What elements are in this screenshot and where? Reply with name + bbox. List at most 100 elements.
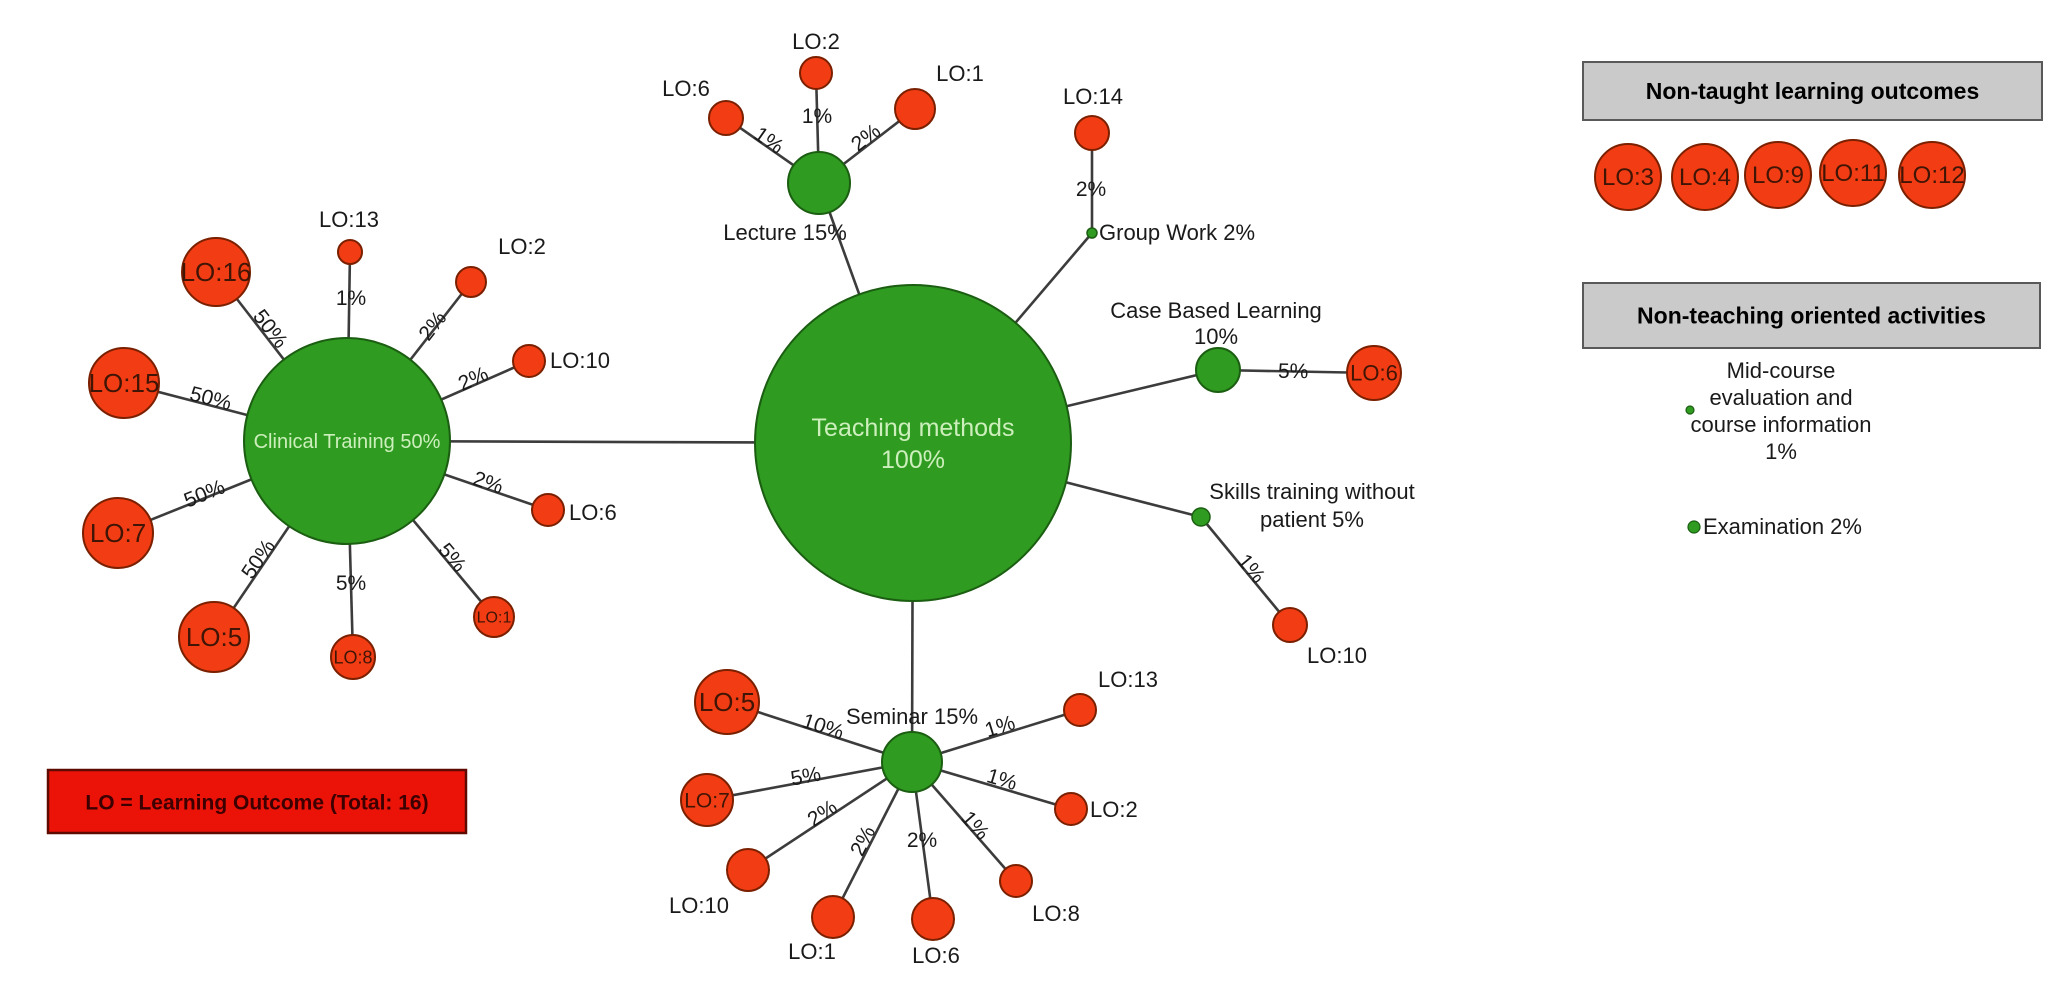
node-ct-lo8-circle [330,634,376,680]
node-sem-lo1-circle [811,895,855,939]
node-label-lec-lo6: LO:6 [662,76,710,101]
edge-label-clinical-ct-lo8: 5% [336,572,366,595]
node-ct-lo7-circle [82,497,154,569]
edge-label-gw-dot-gw-lo14: 2% [1076,178,1106,201]
edge-label-lecture-lec-lo6: 1% [750,123,788,159]
legend-activity-label-1-line4: 1% [1765,439,1797,464]
node-label-sem-lo6: LO:6 [912,943,960,968]
node-clinical-circle [243,337,451,545]
node-ct-lo15-circle [88,347,160,419]
node-label-ct-lo5: LO:5 [186,622,242,652]
edge-label-clinical-ct-lo1: 5% [433,539,470,577]
node-label-sem-lo10: LO:10 [669,893,729,918]
legend-outcome-label-2: LO:4 [1679,164,1731,191]
legend-outcome-circle-lo-11 [1819,139,1887,207]
legend-outcome-circle-lo-3 [1594,143,1662,211]
node-label-sem-lo2: LO:2 [1090,797,1138,822]
edge-label-seminar-sem-lo5: 10% [799,709,846,744]
node-label-sem-lo5: LO:5 [699,687,755,717]
node-label-gw-dot: Group Work 2% [1099,220,1255,245]
node-label-skills-dot-line2: patient 5% [1260,507,1364,532]
node-ct-lo2-circle [455,266,487,298]
node-gw-lo14-circle [1074,115,1110,151]
edge-label-lecture-lec-lo2: 1% [802,105,832,128]
legend-outcome-circle-lo-4 [1671,143,1739,211]
legend-outcome-circle-lo-12 [1898,141,1966,209]
legend-non-taught-box [1582,61,2043,121]
node-sem-lo2-circle [1054,792,1088,826]
legend-non-taught-title: Non-taught learning outcomes [1646,78,1980,104]
edge-label-clinical-ct-lo16: 50% [248,305,292,352]
node-label-gw-lo14: LO:14 [1063,84,1123,109]
edge-label-skills-dot-sk-lo10: 1% [1232,550,1269,588]
node-skills-dot-dot [1191,507,1211,527]
legend-outcome-label-4: LO:11 [1821,160,1885,187]
legend-non-teaching-title: Non-teaching oriented activities [1637,303,1986,329]
edge-label-seminar-sem-lo10: 2% [803,796,841,832]
node-label-sem-lo8: LO:8 [1032,901,1080,926]
node-label-teaching-line1: Teaching methods [812,414,1015,442]
node-label-teaching-line2: 100% [881,446,945,474]
node-sem-lo6-circle [911,897,955,941]
node-label-sem-lo1: LO:1 [788,939,836,964]
legend-outcome-circle-lo-9 [1744,141,1812,209]
legend-activity-dot-1 [1685,405,1695,415]
node-sem-lo13-circle [1063,693,1097,727]
node-ct-lo5-circle [178,601,250,673]
note-text: LO = Learning Outcome (Total: 16) [85,792,428,815]
edge-label-seminar-sem-lo1: 2% [846,822,880,859]
edge-label-lecture-lec-lo1: 2% [847,119,885,156]
node-label-clinical-line1: Clinical Training 50% [254,431,441,453]
legend-activity-label-1-line3: course information [1691,412,1872,437]
node-label-ct-lo15: LO:15 [89,368,160,398]
node-label-lec-lo1: LO:1 [936,61,984,86]
node-label-ct-lo6: LO:6 [569,500,617,525]
node-label-lecture: Lecture 15% [723,220,847,245]
node-label-ct-lo10: LO:10 [550,348,610,373]
legend-outcome-label-3: LO:9 [1752,162,1804,189]
edge-label-seminar-sem-lo2: 1% [984,764,1020,795]
node-lec-lo1-circle [894,88,936,130]
node-label-skills-dot-line1: Skills training without [1209,479,1414,504]
node-label-sk-lo10: LO:10 [1307,643,1367,668]
edge-seminar-sem-lo7 [706,760,913,802]
edge-seminar-sem-lo10 [747,760,913,872]
node-ct-lo16-circle [181,237,251,307]
legend-activity-label-1-line2: evaluation and [1709,385,1852,410]
edge-label-cbl-cbl-lo6: 5% [1278,360,1309,384]
node-cbl-lo6-circle [1346,345,1402,401]
node-gw-dot-dot [1086,227,1098,239]
node-label-ct-lo8: LO:8 [333,647,372,667]
edge-label-clinical-ct-lo15: 50% [187,382,233,415]
edge-label-seminar-sem-lo13: 1% [982,711,1018,742]
node-label-sem-lo13: LO:13 [1098,667,1158,692]
node-seminar-circle [881,731,943,793]
node-ct-lo10-circle [512,344,546,378]
legend-activity-label-2-line1: Examination 2% [1703,514,1862,539]
edge-skills-dot-sk-lo10 [1199,516,1292,626]
edge-label-seminar-sem-lo7: 5% [789,763,823,791]
node-label-ct-lo13: LO:13 [319,207,379,232]
legend-activity-dot-2 [1687,520,1701,534]
node-lecture-circle [787,151,851,215]
node-label-cbl-line2: 10% [1194,324,1238,349]
node-ct-lo13-circle [337,239,363,265]
node-lec-lo2-circle [799,56,833,90]
node-sem-lo8-circle [999,864,1033,898]
legend-non-teaching-box [1582,282,2041,349]
edge-label-seminar-sem-lo8: 1% [956,807,993,845]
legend-outcome-label-1: LO:3 [1602,164,1654,191]
legend-outcome-label-5: LO:12 [1899,162,1964,189]
legend-activity-label-1-line1: Mid-course [1727,358,1836,383]
node-label-cbl-line1: Case Based Learning [1110,298,1322,323]
edge-label-clinical-ct-lo13: 1% [336,287,366,310]
edge-label-clinical-ct-lo7: 50% [181,475,229,512]
node-ct-lo6-circle [531,493,565,527]
note-box [46,768,468,835]
node-sem-lo5-circle [694,669,760,735]
node-label-seminar: Seminar 15% [846,704,978,729]
node-label-sem-lo7: LO:7 [684,789,730,812]
node-sem-lo7-circle [680,773,734,827]
